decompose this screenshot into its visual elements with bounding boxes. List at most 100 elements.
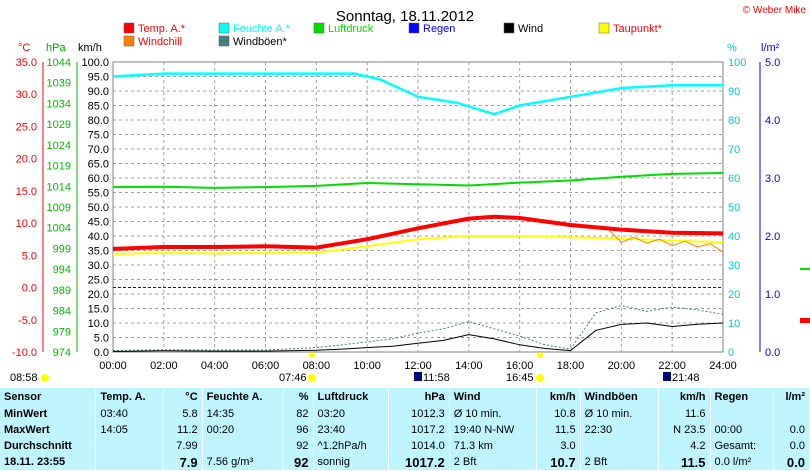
table-cell: Feuchte A. xyxy=(202,388,285,406)
legend-swatch xyxy=(598,22,610,34)
legend-label: Temp. A.* xyxy=(138,23,186,35)
x-tick-label: 00:00 xyxy=(99,360,127,372)
tick-label: 60.0 xyxy=(88,173,109,185)
table-cell: Gesamt: xyxy=(710,438,775,454)
sunrise-axis-marker xyxy=(309,352,315,358)
table-cell: 1017.2 xyxy=(388,422,450,438)
table-cell: 96 xyxy=(283,422,314,438)
tick-label: 1.0 xyxy=(765,289,780,301)
table-cell: km/h xyxy=(536,388,581,406)
tick-label: 1014 xyxy=(47,181,71,193)
series-luftdruck xyxy=(112,172,724,189)
sunset-label: 16:45 xyxy=(506,372,534,384)
tick-label: 0.0 xyxy=(94,347,109,359)
series-wind xyxy=(112,322,724,352)
table-row: MinWert 03:40 5.8 14:35 82 03:20 1012.3 Ø 10 mi… xyxy=(0,406,810,422)
table-cell: 7.56 g/m³ xyxy=(202,454,285,470)
series-tempa xyxy=(112,214,724,251)
tick-label: 80 xyxy=(728,115,740,127)
table-cell: Regen xyxy=(710,388,775,406)
tick-label: 974 xyxy=(53,347,71,359)
unit-temp: °C xyxy=(18,42,30,54)
tick-label: -10.0 xyxy=(12,347,37,359)
tick-label: 50 xyxy=(728,202,740,214)
table-cell: 71.3 km xyxy=(449,438,538,454)
axes: 35.0 30.0 25.0 20.0 15.0 10.0 5.0 0.0 -5.0 -10.0 1… xyxy=(12,57,780,372)
tick-label: 95.0 xyxy=(88,72,109,84)
tick-label: 1034 xyxy=(47,98,71,110)
table-cell xyxy=(710,406,775,422)
tick-label: 5.0 xyxy=(22,250,37,262)
table-cell: km/h xyxy=(658,388,711,406)
tick-label: 999 xyxy=(53,243,71,255)
table-cell: 11.6 xyxy=(658,406,711,422)
edge-temp-mark xyxy=(800,318,810,323)
tick-label: 2.0 xyxy=(765,231,780,243)
table-cell: 03:20 xyxy=(313,406,389,422)
tick-label: 1029 xyxy=(47,119,71,131)
legend-label: Windchill xyxy=(138,36,182,48)
table-cell: ^1.2hPa/h xyxy=(313,438,389,454)
table-cell: 0.0 l/m² xyxy=(710,454,775,470)
tick-label: 40.0 xyxy=(88,231,109,243)
table-cell: l/m² xyxy=(773,388,810,406)
copyright-text: © Weber Mike xyxy=(743,5,807,16)
sunset-axis-marker xyxy=(537,352,543,358)
table-cell: 18.11. 23:55 xyxy=(0,454,97,470)
table-cell: 82 xyxy=(283,406,314,422)
tick-label: 20 xyxy=(728,289,740,301)
tick-label: 0 xyxy=(728,347,734,359)
table-cell xyxy=(95,454,165,470)
table-cell: Ø 10 min. xyxy=(580,406,659,422)
table-cell: % xyxy=(283,388,314,406)
table-cell: 03:40 xyxy=(95,406,165,422)
table-cell: 10.7 xyxy=(536,454,581,470)
edge-pressure-mark xyxy=(800,268,810,270)
tick-label: 5.0 xyxy=(94,333,109,345)
table-cell: 14:35 xyxy=(202,406,285,422)
tick-label: 80.0 xyxy=(88,115,109,127)
table-cell: Sensor xyxy=(0,388,97,406)
table-cell: Ø 10 min. xyxy=(449,406,538,422)
table-cell: °C xyxy=(163,388,203,406)
legend-label: Regen xyxy=(423,23,455,35)
tick-label: 30.0 xyxy=(88,260,109,272)
tick-label: 70.0 xyxy=(88,144,109,156)
tick-label: 70 xyxy=(728,144,740,156)
tick-label: 10.0 xyxy=(16,218,37,230)
tick-label: 100.0 xyxy=(81,57,109,69)
tick-label: 75.0 xyxy=(88,130,109,142)
x-tick-label: 16:00 xyxy=(506,360,534,372)
table-cell: 00:20 xyxy=(202,422,285,438)
series-windben xyxy=(112,305,724,352)
moonrise-icon xyxy=(414,372,422,381)
table-cell: MinWert xyxy=(0,406,97,422)
tick-label: 3.0 xyxy=(765,173,780,185)
table-cell: 0.0 xyxy=(773,422,810,438)
table-cell: Durchschnitt xyxy=(0,438,97,454)
table-cell: 2 Bft xyxy=(449,454,538,470)
x-tick-label: 02:00 xyxy=(150,360,178,372)
series-taupunkt xyxy=(112,235,724,255)
table-cell: Luftdruck xyxy=(313,388,389,406)
tick-label: -5.0 xyxy=(18,315,37,327)
tick-label: 35.0 xyxy=(88,246,109,258)
series-lines xyxy=(112,72,724,352)
table-cell xyxy=(202,438,285,454)
legend-swatch xyxy=(408,22,420,34)
table-cell xyxy=(773,406,810,422)
sunrise-marker xyxy=(308,374,316,382)
moonset-label: 21:48 xyxy=(672,372,700,384)
x-tick-label: 24:00 xyxy=(709,360,737,372)
x-tick-label: 06:00 xyxy=(252,360,280,372)
table-cell: 1012.3 xyxy=(388,406,450,422)
tick-label: 90.0 xyxy=(88,86,109,98)
table-cell: 00:00 xyxy=(710,422,775,438)
x-tick-label: 12:00 xyxy=(404,360,432,372)
tick-label: 35.0 xyxy=(16,57,37,69)
tick-label: 65.0 xyxy=(88,159,109,171)
tick-label: 25.0 xyxy=(16,121,37,133)
chart-title: Sonntag, 18.11.2012 xyxy=(336,8,474,25)
legend-swatch xyxy=(123,22,135,34)
tick-label: 10 xyxy=(728,318,740,330)
